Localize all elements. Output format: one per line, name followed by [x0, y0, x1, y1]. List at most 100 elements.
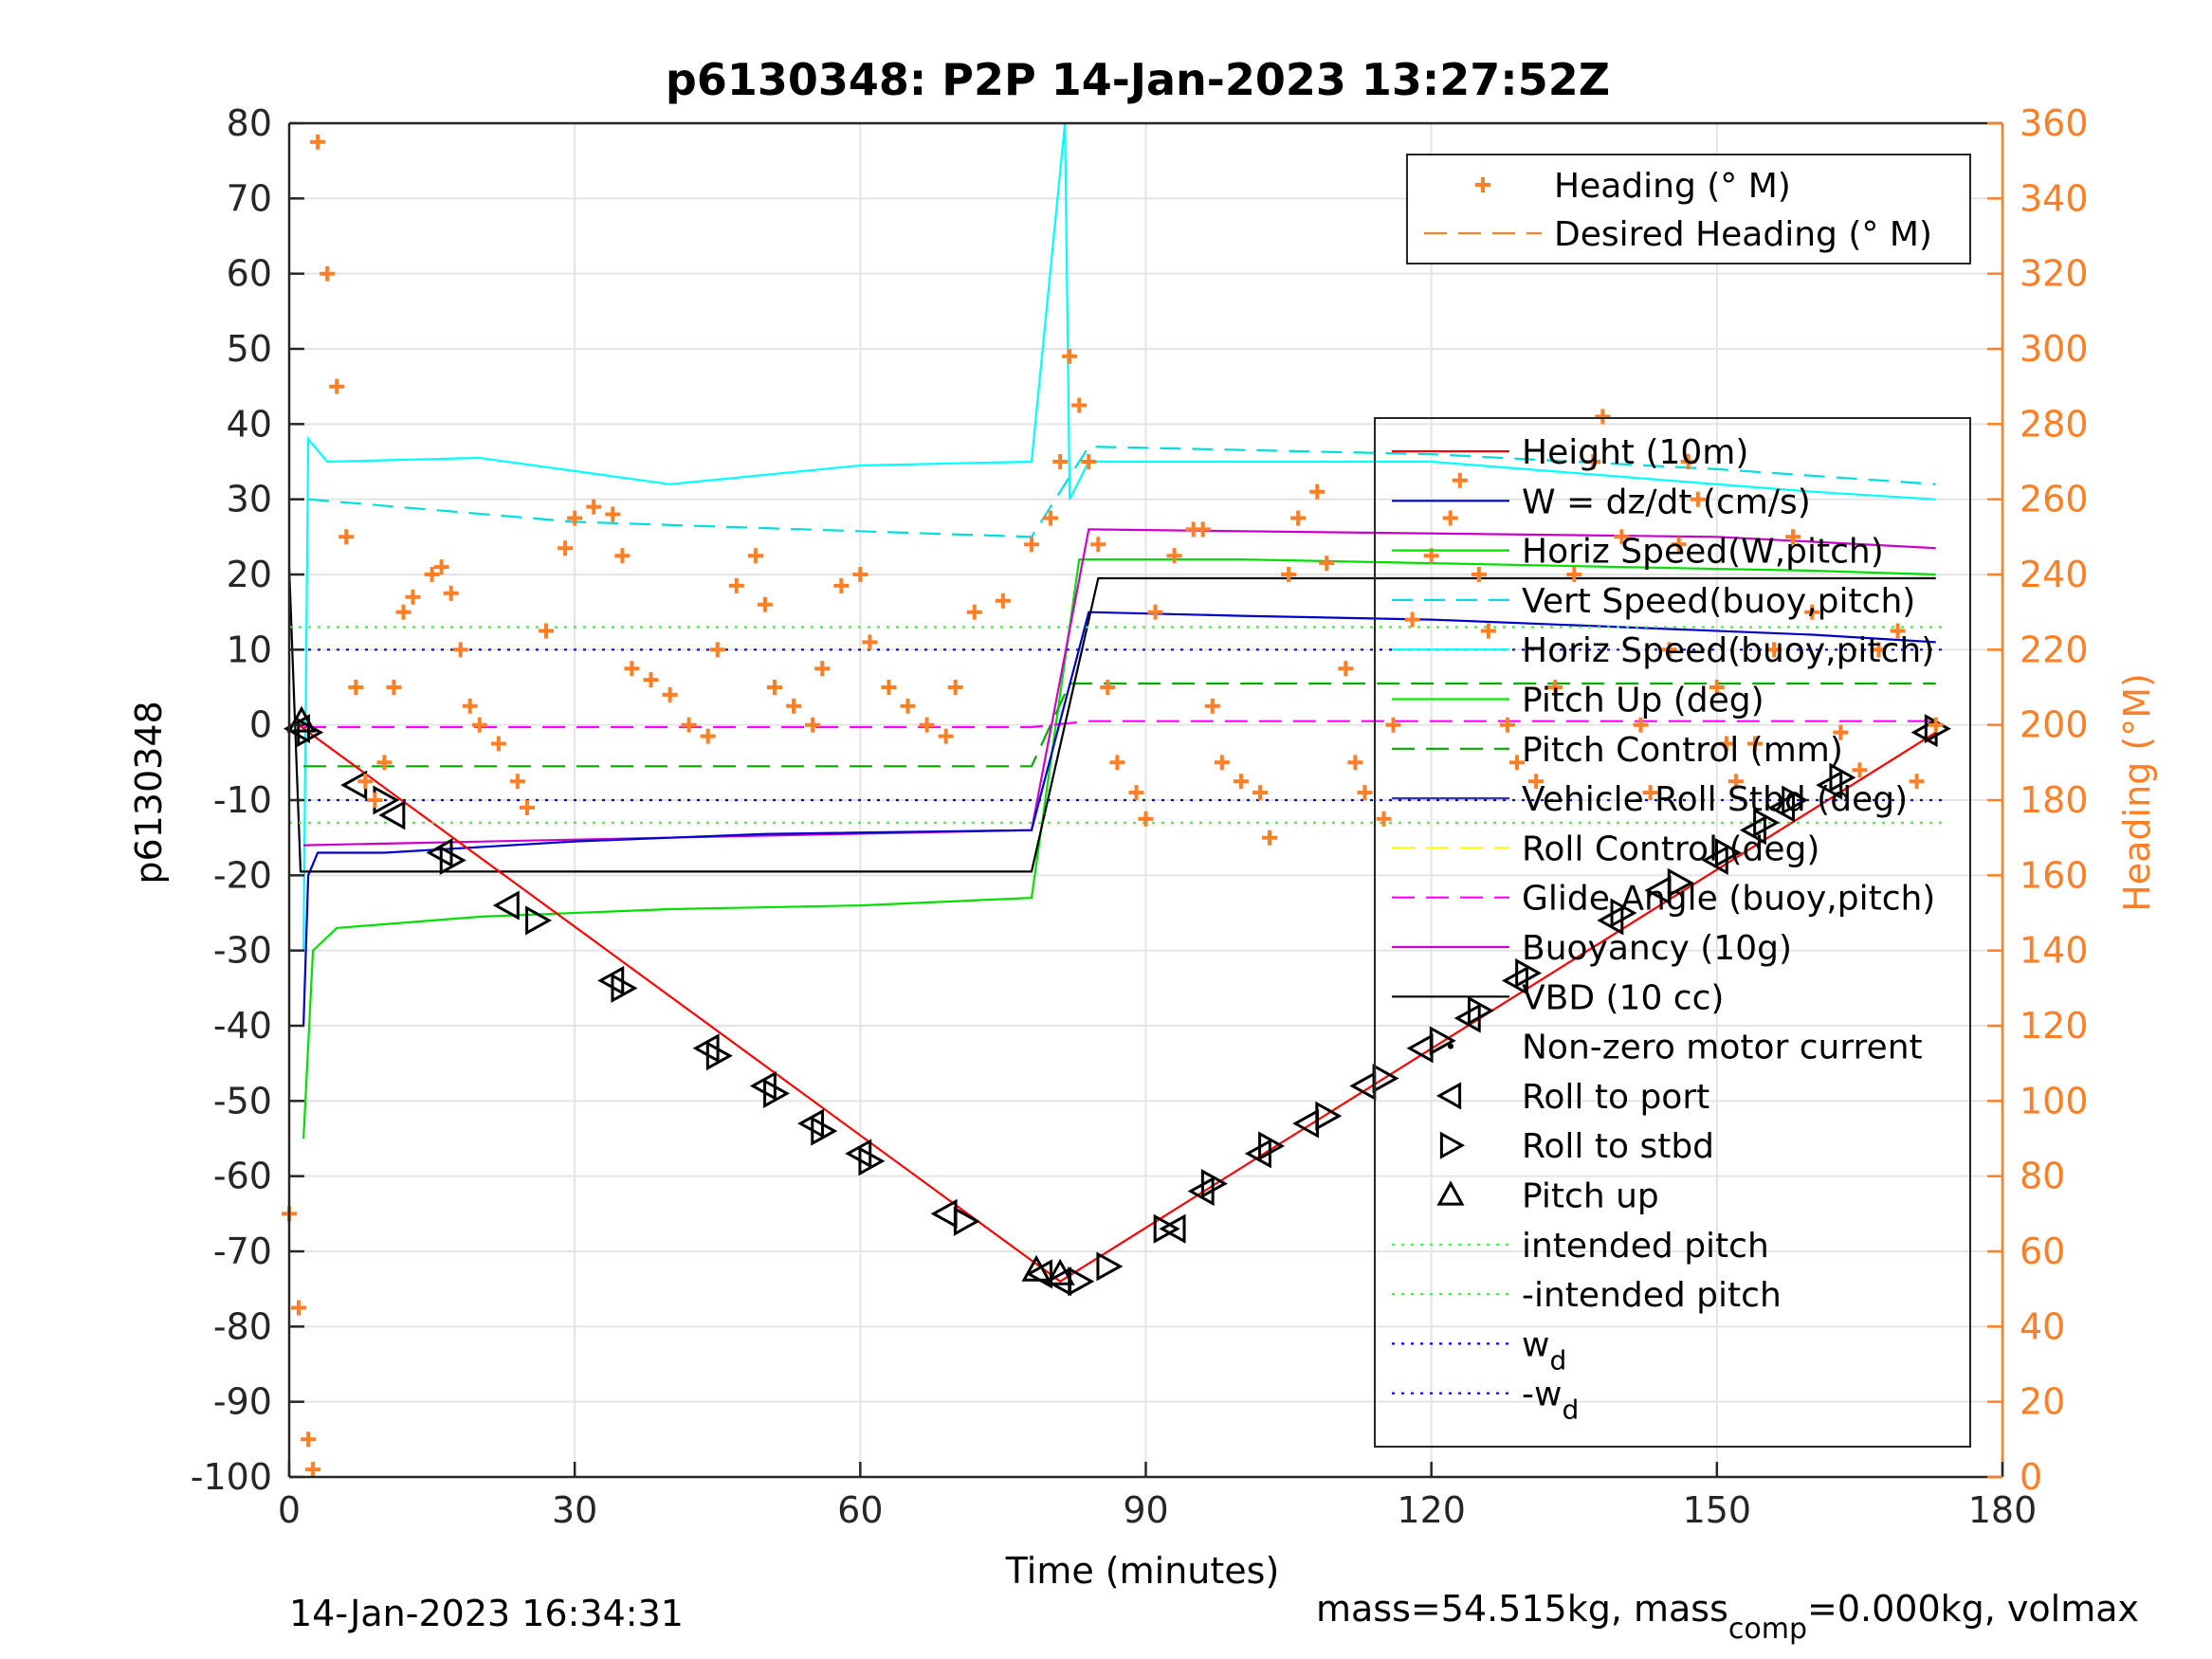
legend-label: W = dz/dt (cm/s)	[1522, 483, 1811, 521]
series-height	[298, 723, 1937, 1284]
heading-point	[881, 680, 897, 695]
heading-point	[1642, 785, 1658, 801]
heading-point	[586, 499, 602, 515]
legend-label: wd	[1522, 1325, 1566, 1376]
heading-point	[1785, 529, 1801, 545]
heading-point	[1109, 755, 1125, 771]
legend-heading-label: Heading (° M)	[1554, 167, 1791, 206]
footer-mass-sub: comp	[1728, 1613, 1807, 1646]
marker-roll-to-stbd	[1782, 785, 1809, 815]
marker-roll-to-stbd	[1258, 1131, 1286, 1161]
heading-point	[1233, 774, 1249, 790]
heading-point	[348, 680, 364, 695]
heading-point	[852, 567, 868, 582]
x-tick-label: 90	[1123, 1489, 1168, 1531]
heading-point	[1528, 774, 1545, 790]
heading-point	[558, 540, 574, 556]
y-tick-label-left: -10	[213, 779, 272, 821]
x-tick-label: 120	[1397, 1489, 1466, 1531]
heading-point	[1062, 348, 1078, 364]
y-tick-label-left: -50	[213, 1080, 272, 1121]
heading-point	[367, 793, 383, 808]
marker-pitch-up	[1021, 1254, 1051, 1282]
heading-point	[301, 1431, 317, 1448]
legend-label: Height (10m)	[1522, 433, 1748, 472]
y-tick-label-left: 60	[227, 253, 272, 295]
heading-point	[1147, 604, 1163, 620]
heading-point	[1833, 724, 1849, 740]
legend-swatch-roll-port	[1435, 1082, 1462, 1110]
heading-point	[805, 717, 821, 733]
heading-point	[1747, 736, 1763, 752]
series-horiz-speed-w	[302, 557, 1936, 1139]
marker-roll-to-stbd	[1315, 1101, 1343, 1131]
heading-point	[1633, 717, 1649, 733]
heading-point	[833, 577, 850, 593]
marker-roll-to-port	[1159, 1213, 1186, 1244]
y-tick-label-left: -60	[213, 1156, 272, 1197]
heading-point	[567, 510, 583, 526]
heading-point	[919, 717, 935, 733]
marker-roll-to-stbd	[1467, 995, 1494, 1026]
heading-point	[1281, 567, 1297, 582]
marker-pitch-up	[286, 705, 317, 733]
heading-point	[767, 680, 782, 695]
heading-point	[966, 604, 982, 620]
x-tick-label: 180	[1968, 1489, 2038, 1531]
heading-point	[1262, 830, 1277, 846]
heading-point	[1671, 537, 1687, 553]
heading-point	[1166, 548, 1182, 564]
y-tick-label-left: 0	[249, 704, 272, 746]
heading-point	[862, 634, 878, 650]
heading-point	[1500, 717, 1515, 733]
heading-point	[1471, 567, 1487, 582]
heading-point	[757, 596, 773, 612]
y-tick-label-right: 280	[2020, 403, 2089, 445]
y-tick-label-right: 200	[2020, 704, 2089, 746]
y-tick-label-right: 100	[2020, 1080, 2089, 1121]
marker-roll-to-stbd	[1714, 837, 1742, 868]
footer-mass-info: mass=54.515kg, masscomp=0.000kg, volmax	[1316, 1588, 2139, 1646]
heading-point	[1566, 567, 1582, 582]
heading-point	[376, 755, 393, 771]
heading-point	[947, 680, 963, 695]
heading-point	[1709, 680, 1725, 695]
heading-point	[490, 736, 506, 752]
legend-heading-box	[1406, 154, 1971, 264]
heading-point	[1357, 785, 1373, 801]
heading-point	[1128, 785, 1144, 801]
heading-point	[1690, 491, 1706, 507]
legend-label: Pitch Control (mm)	[1522, 731, 1843, 770]
heading-point	[624, 661, 640, 677]
y-tick-label-right: 240	[2020, 554, 2089, 595]
footer-timestamp: 14-Jan-2023 16:34:31	[289, 1593, 684, 1634]
marker-roll-to-stbd	[705, 1041, 733, 1071]
y-tick-label-left: -100	[191, 1456, 272, 1498]
marker-roll-to-stbd	[1200, 1169, 1228, 1199]
marker-roll-to-stbd	[763, 1078, 791, 1108]
heading-point	[338, 529, 355, 545]
heading-point	[424, 567, 440, 582]
heading-point	[1871, 642, 1887, 658]
heading-point	[443, 585, 459, 601]
heading-point	[1718, 736, 1734, 752]
legend-desired-heading-label: Desired Heading (° M)	[1554, 215, 1932, 254]
heading-point	[1661, 642, 1677, 658]
marker-roll-to-stbd	[953, 1206, 980, 1236]
marker-roll-to-stbd	[811, 1116, 838, 1146]
y-tick-label-right: 220	[2020, 629, 2089, 670]
y-tick-label-left: -30	[213, 930, 272, 972]
heading-point	[305, 1462, 321, 1478]
heading-point	[1138, 811, 1154, 827]
heading-point	[1204, 698, 1220, 714]
heading-point	[1928, 717, 1944, 733]
heading-point	[1043, 510, 1059, 526]
y-tick-label-right: 320	[2020, 253, 2089, 295]
y-tick-label-right: 360	[2020, 102, 2089, 144]
heading-point	[329, 378, 345, 394]
heading-point	[1890, 623, 1906, 639]
heading-point	[1595, 409, 1611, 425]
marker-roll-to-stbd	[1667, 867, 1694, 898]
heading-point	[900, 698, 916, 714]
heading-point	[539, 623, 554, 639]
